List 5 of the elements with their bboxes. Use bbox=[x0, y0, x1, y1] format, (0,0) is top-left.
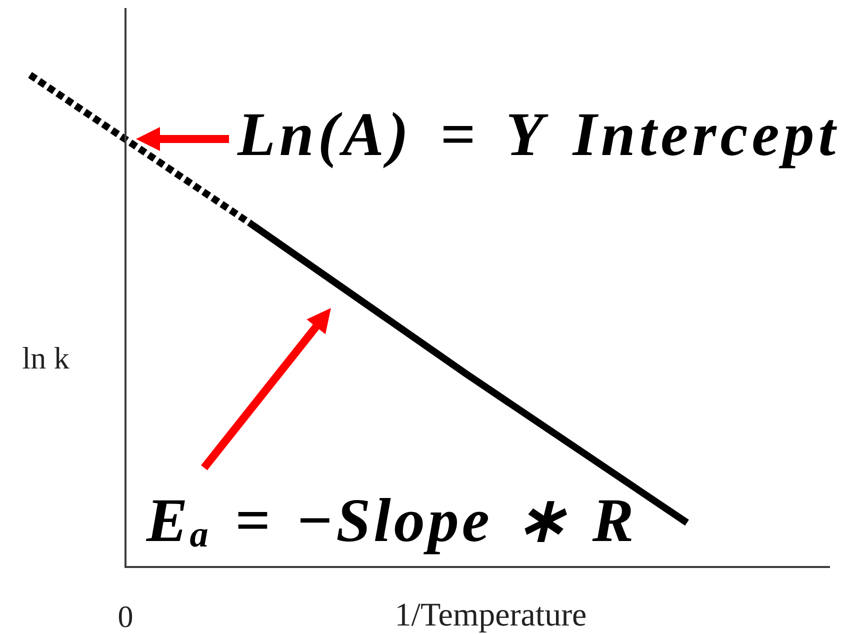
annotation: Eₐ = −Slope ∗ R bbox=[146, 486, 637, 555]
x-axis-title: 1/Temperature bbox=[394, 598, 587, 634]
annotation: Ln(A) = Y Intercept bbox=[238, 101, 840, 170]
y-axis-title: ln k bbox=[22, 340, 70, 376]
text: 0 bbox=[118, 599, 134, 634]
